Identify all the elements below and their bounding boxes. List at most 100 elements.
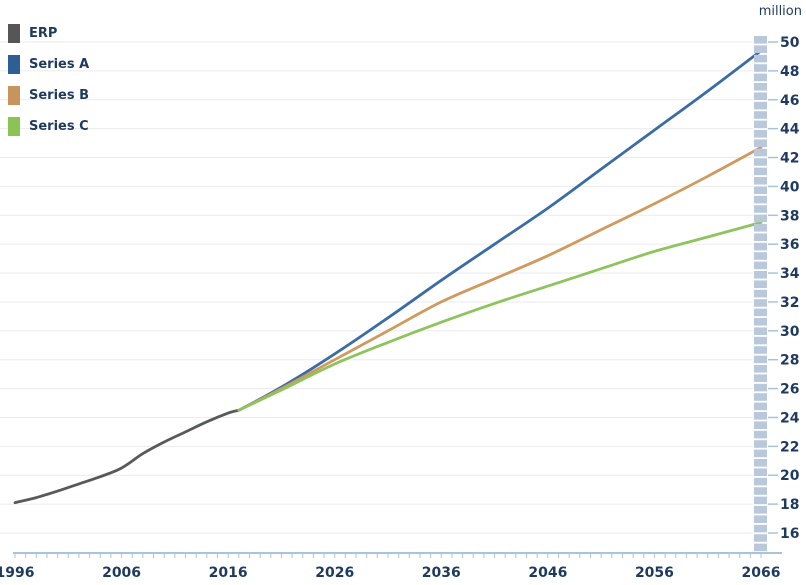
- x-axis-tick-label: 2066: [742, 565, 781, 581]
- series-line-series-b: [237, 146, 763, 412]
- year-slider-handle-segment[interactable]: [754, 468, 767, 476]
- year-slider-handle-segment[interactable]: [754, 308, 767, 317]
- legend-label-series-c: Series C: [29, 119, 89, 134]
- year-slider-handle-segment[interactable]: [754, 242, 767, 251]
- legend-item-series-c[interactable]: Series C: [8, 117, 89, 136]
- year-slider-handle-segment[interactable]: [754, 195, 767, 204]
- year-slider-handle-segment[interactable]: [754, 374, 767, 382]
- year-slider-handle-segment[interactable]: [754, 271, 767, 279]
- y-axis-tick-label: 40: [780, 179, 800, 195]
- y-axis-tick-label: 24: [780, 410, 800, 426]
- year-slider-handle-segment[interactable]: [754, 496, 767, 505]
- y-axis-tick-label: 16: [780, 526, 799, 542]
- year-slider-handle-segment[interactable]: [754, 524, 767, 533]
- year-slider-handle-segment[interactable]: [754, 101, 767, 110]
- year-slider-handle-segment[interactable]: [754, 73, 767, 82]
- x-axis-tick-label: 2036: [422, 565, 461, 581]
- x-axis-tick-label: 2026: [315, 565, 354, 581]
- year-slider-handle-segment[interactable]: [754, 355, 767, 364]
- legend-item-series-b[interactable]: Series B: [8, 86, 89, 105]
- year-slider-handle-segment[interactable]: [754, 543, 767, 552]
- y-axis-tick-label: 44: [780, 122, 800, 138]
- year-slider-handle-segment[interactable]: [754, 515, 767, 523]
- year-slider-handle-segment[interactable]: [754, 130, 767, 138]
- year-slider-handle-segment[interactable]: [754, 336, 767, 345]
- y-axis-tick-label: 38: [780, 208, 799, 224]
- year-slider-handle-segment[interactable]: [754, 158, 767, 166]
- year-slider-handle-segment[interactable]: [754, 252, 767, 260]
- x-axis-tick-label: 2016: [209, 565, 248, 581]
- year-slider-handle-segment[interactable]: [754, 186, 767, 194]
- y-axis-tick-label: 46: [780, 93, 799, 109]
- y-axis-tick-label: 48: [780, 64, 799, 80]
- legend-label-series-a: Series A: [29, 57, 90, 72]
- year-slider-handle-segment[interactable]: [754, 45, 767, 53]
- year-slider-handle-segment[interactable]: [754, 139, 767, 147]
- year-slider-handle-segment[interactable]: [754, 289, 767, 298]
- year-slider-handle-segment[interactable]: [754, 412, 767, 420]
- year-slider-handle-segment[interactable]: [754, 383, 767, 392]
- y-axis-tick-label: 42: [780, 151, 799, 167]
- year-slider-handle-segment[interactable]: [754, 487, 767, 495]
- y-axis-tick-label: 30: [780, 324, 800, 340]
- y-axis-tick-label: 22: [780, 439, 799, 455]
- year-slider-handle-segment[interactable]: [754, 506, 767, 514]
- y-axis-tick-label: 50: [780, 35, 800, 51]
- year-slider-handle-segment[interactable]: [754, 449, 767, 458]
- year-slider-handle-segment[interactable]: [754, 54, 767, 63]
- year-slider-handle-segment[interactable]: [754, 177, 767, 185]
- year-slider-handle-segment[interactable]: [754, 205, 767, 213]
- y-axis-tick-label: 20: [780, 468, 800, 484]
- y-axis-tick-label: 26: [780, 382, 799, 398]
- year-slider-handle-segment[interactable]: [754, 111, 767, 119]
- year-slider-handle-segment[interactable]: [754, 430, 767, 439]
- year-slider-handle-segment[interactable]: [754, 534, 767, 542]
- year-slider-handle-segment[interactable]: [754, 365, 767, 373]
- year-slider-handle-segment[interactable]: [754, 318, 767, 326]
- legend-item-erp[interactable]: ERP: [8, 24, 89, 43]
- y-axis-tick-label: 18: [780, 497, 799, 513]
- y-axis-unit-label: million: [758, 4, 802, 19]
- chart-legend: ERP Series A Series B Series C: [8, 24, 89, 148]
- series-line-series-c: [237, 221, 763, 412]
- year-slider-handle-segment[interactable]: [754, 440, 767, 448]
- legend-label-erp: ERP: [29, 26, 58, 41]
- year-slider-handle-segment[interactable]: [754, 459, 767, 467]
- series-line-series-a: [237, 49, 763, 412]
- year-slider-handle-segment[interactable]: [754, 327, 767, 335]
- legend-swatch-erp: [8, 24, 20, 43]
- year-slider-handle-segment[interactable]: [754, 261, 767, 270]
- year-slider-handle-segment[interactable]: [754, 214, 767, 223]
- x-axis-tick-label: 2006: [102, 565, 141, 581]
- year-slider-handle-segment[interactable]: [754, 83, 767, 91]
- year-slider-handle-segment[interactable]: [754, 346, 767, 354]
- y-axis-tick-label: 34: [780, 266, 800, 282]
- legend-swatch-series-b: [8, 86, 20, 105]
- year-slider-handle-segment[interactable]: [754, 421, 767, 429]
- y-axis-tick-label: 28: [780, 353, 799, 369]
- x-axis-tick-label: 1996: [0, 565, 34, 581]
- year-slider-handle-segment[interactable]: [754, 402, 767, 411]
- year-slider-handle-segment[interactable]: [754, 92, 767, 100]
- year-slider-handle-segment[interactable]: [754, 477, 767, 486]
- year-slider-handle-segment[interactable]: [754, 224, 767, 232]
- y-axis-tick-label: 36: [780, 237, 799, 253]
- series-line-erp: [13, 408, 241, 505]
- legend-label-series-b: Series B: [29, 88, 90, 103]
- year-slider-handle-segment[interactable]: [754, 148, 767, 157]
- legend-item-series-a[interactable]: Series A: [8, 55, 89, 74]
- legend-swatch-series-c: [8, 117, 20, 136]
- y-axis-tick-label: 32: [780, 295, 799, 311]
- year-slider-handle-segment[interactable]: [754, 393, 767, 401]
- year-slider-handle-segment[interactable]: [754, 120, 767, 129]
- year-slider-handle-segment[interactable]: [754, 233, 767, 241]
- year-slider-handle-segment[interactable]: [754, 64, 767, 72]
- year-slider-handle-segment[interactable]: [754, 280, 767, 288]
- year-slider-handle-segment[interactable]: [754, 167, 767, 176]
- year-slider-handle-segment[interactable]: [754, 36, 767, 44]
- legend-swatch-series-a: [8, 55, 20, 74]
- x-axis-tick-label: 2046: [528, 565, 567, 581]
- year-slider-handle-segment[interactable]: [754, 299, 767, 307]
